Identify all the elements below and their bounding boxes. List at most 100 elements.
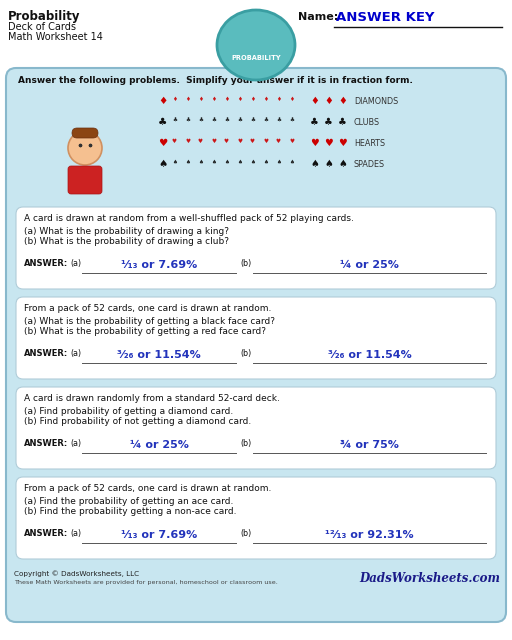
Text: (b): (b) [240, 529, 251, 538]
Text: ANSWER:: ANSWER: [24, 529, 68, 538]
FancyBboxPatch shape [16, 387, 496, 469]
Text: ♠: ♠ [250, 160, 255, 165]
Text: ♠: ♠ [289, 160, 294, 165]
Text: (a): (a) [70, 529, 81, 538]
Text: ♦: ♦ [237, 97, 242, 102]
Text: (b): (b) [240, 349, 251, 358]
Text: CLUBS: CLUBS [354, 118, 380, 127]
Text: ♦: ♦ [211, 97, 216, 102]
Text: DIAMONDS: DIAMONDS [354, 97, 398, 106]
Text: ♠: ♠ [158, 159, 167, 169]
Text: ♣: ♣ [310, 117, 319, 127]
Text: ♦: ♦ [276, 97, 281, 102]
Text: ♥: ♥ [224, 139, 229, 144]
Text: ♣: ♣ [289, 118, 294, 123]
Text: HEARTS: HEARTS [354, 139, 385, 148]
Text: (a) Find the probability of getting an ace card.: (a) Find the probability of getting an a… [24, 497, 233, 506]
Text: ♥: ♥ [158, 138, 167, 148]
Text: ♦: ♦ [338, 96, 347, 106]
Text: ♥: ♥ [324, 138, 333, 148]
FancyBboxPatch shape [68, 166, 102, 194]
Text: ♣: ♣ [172, 118, 177, 123]
Text: Name:: Name: [298, 12, 338, 22]
Text: ♣: ♣ [224, 118, 229, 123]
Text: From a pack of 52 cards, one card is drawn at random.: From a pack of 52 cards, one card is dra… [24, 484, 271, 493]
Text: ♠: ♠ [237, 160, 242, 165]
Ellipse shape [217, 10, 295, 80]
Text: (a): (a) [70, 439, 81, 448]
Text: ♣: ♣ [250, 118, 255, 123]
Text: ¹²⁄₁₃ or 92.31%: ¹²⁄₁₃ or 92.31% [325, 530, 414, 540]
Text: (b) Find probability of not getting a diamond card.: (b) Find probability of not getting a di… [24, 417, 251, 426]
Text: ♠: ♠ [224, 160, 229, 165]
Text: (b): (b) [240, 259, 251, 268]
Text: ♠: ♠ [211, 160, 216, 165]
Text: SPADES: SPADES [354, 160, 385, 169]
Text: Deck of Cards: Deck of Cards [8, 22, 76, 32]
Text: ♦: ♦ [324, 96, 333, 106]
Text: ♥: ♥ [172, 139, 177, 144]
Text: DadsWorksheets.com: DadsWorksheets.com [359, 572, 500, 584]
Text: ♦: ♦ [310, 96, 319, 106]
Text: ¾ or 75%: ¾ or 75% [340, 440, 399, 450]
FancyBboxPatch shape [72, 128, 98, 138]
Text: Answer the following problems.  Simplify your answer if it is in fraction form.: Answer the following problems. Simplify … [18, 76, 413, 85]
Text: ♥: ♥ [338, 138, 347, 148]
Text: ♦: ♦ [289, 97, 294, 102]
Text: Math Worksheet 14: Math Worksheet 14 [8, 32, 103, 42]
Text: ♠: ♠ [276, 160, 281, 165]
Text: ♥: ♥ [310, 138, 319, 148]
Text: Copyright © DadsWorksheets, LLC: Copyright © DadsWorksheets, LLC [14, 570, 139, 577]
Text: ♥: ♥ [289, 139, 294, 144]
Text: ¼ or 25%: ¼ or 25% [340, 260, 399, 270]
Text: ♣: ♣ [211, 118, 216, 123]
Text: (b): (b) [240, 439, 251, 448]
Text: (a): (a) [70, 349, 81, 358]
Text: (a) Find probability of getting a diamond card.: (a) Find probability of getting a diamon… [24, 407, 233, 416]
Text: ♥: ♥ [211, 139, 216, 144]
Text: ♣: ♣ [324, 117, 333, 127]
Text: PROBABILITY: PROBABILITY [231, 55, 281, 61]
Text: ♥: ♥ [198, 139, 203, 144]
Text: ♣: ♣ [237, 118, 242, 123]
Text: ¹⁄₁₃ or 7.69%: ¹⁄₁₃ or 7.69% [121, 530, 197, 540]
Text: ♥: ♥ [250, 139, 255, 144]
Text: ♣: ♣ [263, 118, 268, 123]
Text: (a) What is the probability of getting a black face card?: (a) What is the probability of getting a… [24, 317, 275, 326]
Text: (a) What is the probability of drawing a king?: (a) What is the probability of drawing a… [24, 227, 229, 236]
Text: ♥: ♥ [263, 139, 268, 144]
Text: ♣: ♣ [276, 118, 281, 123]
Text: ♠: ♠ [172, 160, 177, 165]
Text: (a): (a) [70, 259, 81, 268]
Bar [0, 0, 512, 68]
Text: A card is drawn at random from a well-shuffled pack of 52 playing cards.: A card is drawn at random from a well-sh… [24, 214, 354, 223]
Text: ANSWER KEY: ANSWER KEY [336, 11, 435, 24]
Circle shape [68, 131, 102, 165]
Text: ♦: ♦ [263, 97, 268, 102]
Text: ♦: ♦ [198, 97, 203, 102]
Text: ♣: ♣ [185, 118, 190, 123]
Text: ♣: ♣ [198, 118, 203, 123]
Text: From a pack of 52 cards, one card is drawn at random.: From a pack of 52 cards, one card is dra… [24, 304, 271, 313]
Text: A card is drawn randomly from a standard 52-card deck.: A card is drawn randomly from a standard… [24, 394, 280, 403]
Text: ♦: ♦ [250, 97, 255, 102]
FancyBboxPatch shape [16, 477, 496, 559]
Text: ♠: ♠ [310, 159, 319, 169]
Text: These Math Worksheets are provided for personal, homeschool or classroom use.: These Math Worksheets are provided for p… [14, 580, 278, 585]
FancyBboxPatch shape [16, 207, 496, 289]
Text: ¹⁄₁₃ or 7.69%: ¹⁄₁₃ or 7.69% [121, 260, 197, 270]
Text: ♠: ♠ [185, 160, 190, 165]
Text: ♠: ♠ [338, 159, 347, 169]
Text: ANSWER:: ANSWER: [24, 349, 68, 358]
FancyBboxPatch shape [16, 297, 496, 379]
Text: Probability: Probability [8, 10, 80, 23]
FancyBboxPatch shape [6, 68, 506, 622]
Text: ³⁄₂₆ or 11.54%: ³⁄₂₆ or 11.54% [117, 350, 201, 360]
Text: ♦: ♦ [185, 97, 190, 102]
Text: (b) What is the probability of drawing a club?: (b) What is the probability of drawing a… [24, 237, 229, 246]
Text: ♠: ♠ [324, 159, 333, 169]
Text: ³⁄₂₆ or 11.54%: ³⁄₂₆ or 11.54% [328, 350, 411, 360]
Text: (b) What is the probability of getting a red face card?: (b) What is the probability of getting a… [24, 327, 266, 336]
Text: ♥: ♥ [185, 139, 190, 144]
Text: ANSWER:: ANSWER: [24, 259, 68, 268]
